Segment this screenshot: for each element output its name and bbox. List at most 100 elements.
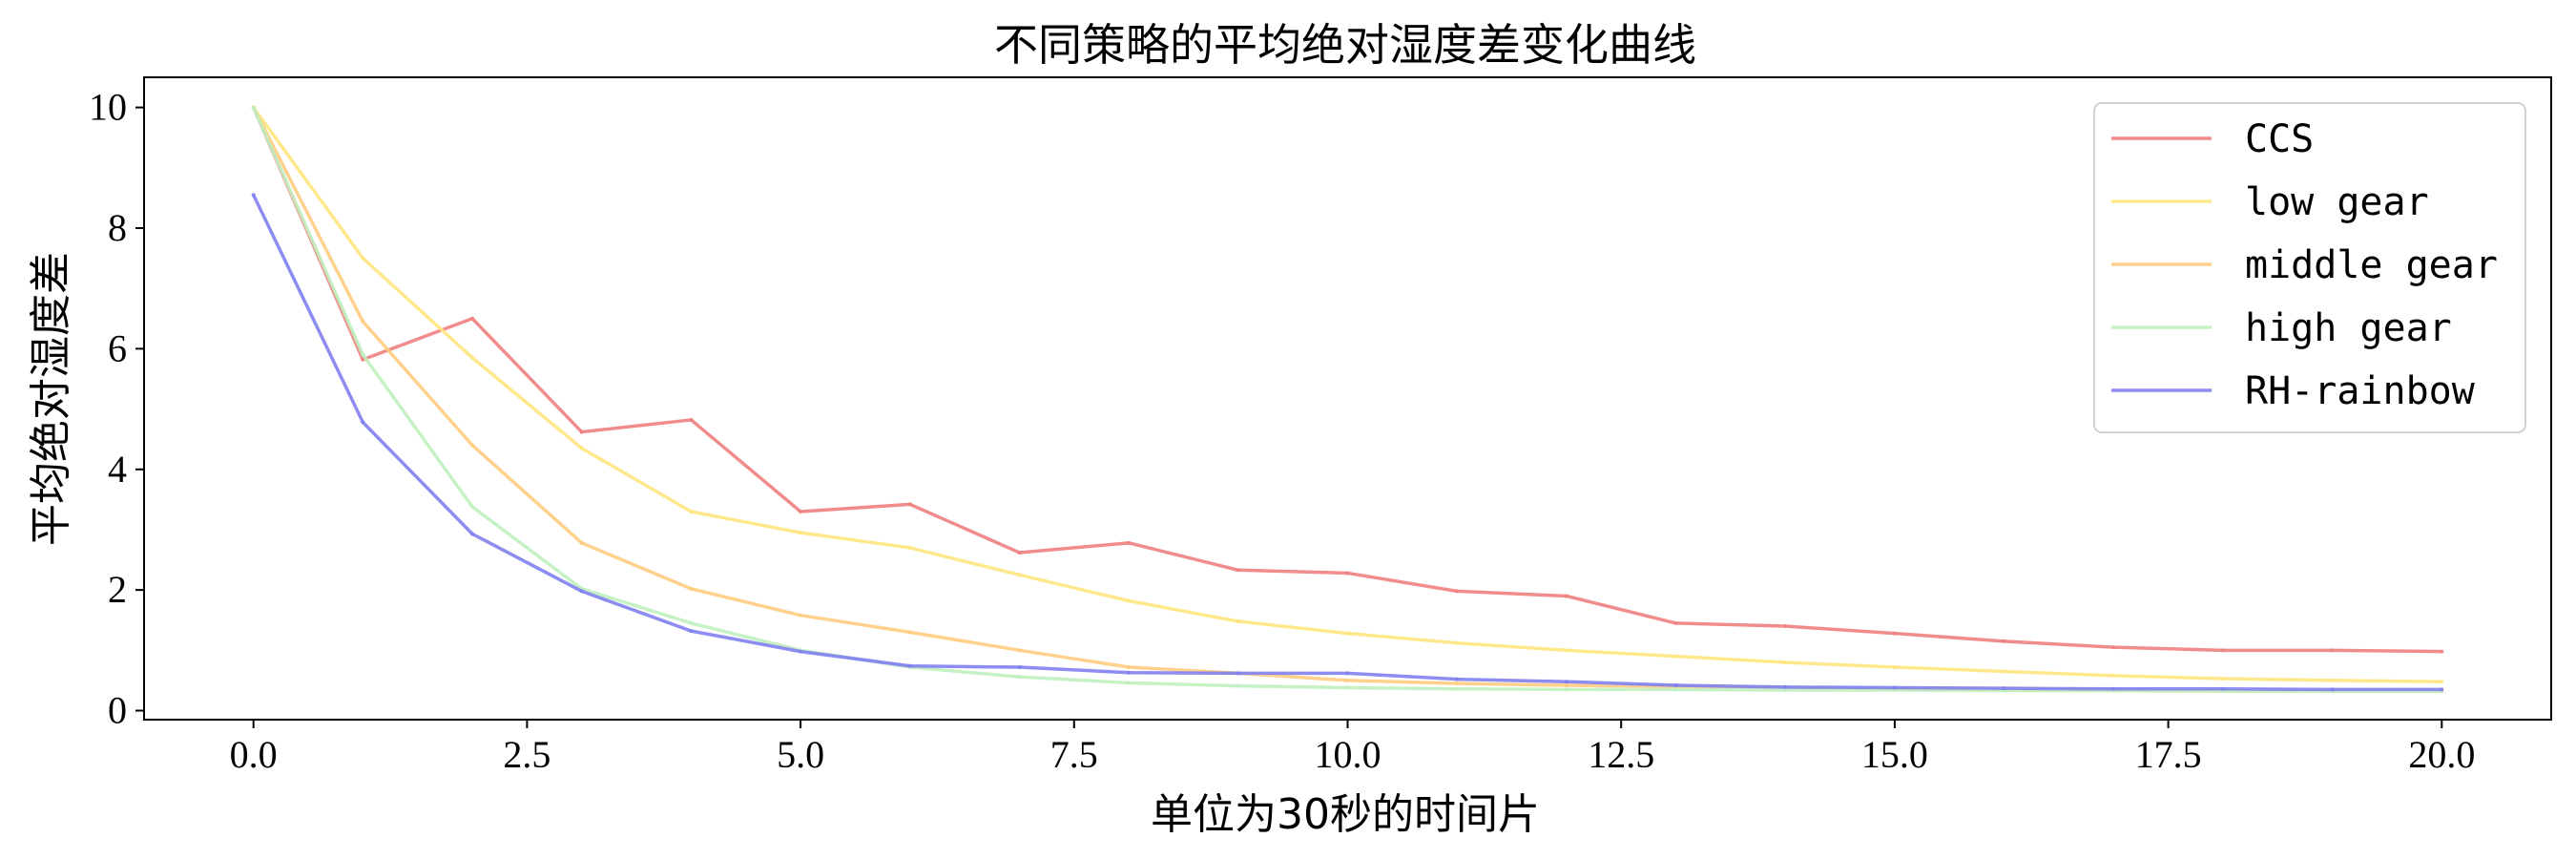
data-point	[799, 613, 803, 618]
data-point	[1783, 688, 1788, 693]
data-point	[470, 504, 475, 509]
data-point	[1455, 640, 1460, 645]
data-point	[1673, 620, 1678, 625]
y-tick-label: 8	[108, 206, 127, 249]
data-point	[2440, 680, 2444, 684]
data-point	[1127, 598, 1132, 603]
x-axis-title: 单位为30秒的时间片	[1151, 790, 1540, 839]
data-point	[1127, 681, 1132, 685]
data-point	[361, 256, 365, 261]
data-point	[2220, 686, 2225, 691]
data-point	[1892, 665, 1897, 670]
series-layer	[251, 105, 2444, 694]
data-point	[1783, 684, 1788, 689]
data-point	[1455, 686, 1460, 691]
data-point	[1892, 685, 1897, 690]
data-point	[1564, 682, 1568, 687]
chart-title: 不同策略的平均绝对湿度差变化曲线	[994, 19, 1696, 71]
data-point	[470, 443, 475, 448]
data-point	[2330, 648, 2335, 653]
data-point	[579, 446, 584, 450]
data-point	[1017, 550, 1022, 555]
data-point	[251, 105, 256, 110]
data-point	[251, 193, 256, 198]
legend-label: high gear	[2245, 306, 2452, 350]
data-point	[1345, 571, 1350, 576]
data-point	[2440, 687, 2444, 692]
data-point	[1017, 665, 1022, 670]
data-point	[1127, 540, 1132, 545]
legend-label: RH-rainbow	[2245, 369, 2476, 413]
data-point	[907, 630, 912, 635]
data-point	[1892, 631, 1897, 636]
x-tick-label: 15.0	[1861, 733, 1928, 776]
data-point	[579, 589, 584, 594]
data-point	[1455, 681, 1460, 686]
data-point	[907, 663, 912, 668]
data-point	[1345, 631, 1350, 636]
data-point	[1455, 589, 1460, 594]
x-axis: 0.0 2.5 5.0 7.5 10.0 12.5 15.0 17.5 20.0	[230, 720, 2475, 776]
data-point	[2111, 686, 2116, 691]
data-point	[689, 509, 694, 513]
x-tick-label: 20.0	[2408, 733, 2475, 776]
x-tick-label: 2.5	[503, 733, 551, 776]
data-point	[579, 540, 584, 545]
y-tick-label: 0	[108, 689, 127, 732]
data-point	[2002, 639, 2006, 643]
data-point	[1564, 680, 1568, 684]
data-point	[1345, 685, 1350, 690]
data-point	[689, 620, 694, 625]
data-point	[2111, 673, 2116, 678]
data-point	[1345, 678, 1350, 682]
data-point	[907, 502, 912, 507]
data-point	[2330, 678, 2335, 682]
x-tick-label: 17.5	[2135, 733, 2202, 776]
data-point	[689, 417, 694, 422]
data-point	[1127, 670, 1132, 675]
data-point	[799, 509, 803, 513]
data-point	[799, 649, 803, 654]
data-point	[1673, 687, 1678, 692]
data-point	[470, 532, 475, 536]
data-point	[1236, 683, 1240, 688]
data-point	[470, 355, 475, 360]
data-point	[2111, 645, 2116, 650]
data-point	[1455, 677, 1460, 681]
x-tick-label: 5.0	[777, 733, 824, 776]
data-point	[2002, 669, 2006, 674]
data-point	[1345, 671, 1350, 676]
data-point	[1236, 671, 1240, 676]
data-point	[1783, 624, 1788, 629]
y-tick-label: 6	[108, 326, 127, 369]
data-point	[689, 586, 694, 591]
legend-label: CCS	[2245, 117, 2314, 161]
data-point	[470, 316, 475, 321]
data-point	[1564, 687, 1568, 692]
y-tick-label: 10	[89, 86, 127, 129]
data-point	[2002, 686, 2006, 691]
data-point	[361, 352, 365, 357]
x-tick-label: 10.0	[1315, 733, 1381, 776]
data-point	[2220, 648, 2225, 653]
data-point	[1017, 573, 1022, 577]
data-point	[907, 545, 912, 550]
data-point	[2440, 649, 2444, 654]
data-point	[1017, 675, 1022, 680]
data-point	[799, 531, 803, 535]
y-axis-title: 平均绝对湿度差	[27, 252, 75, 546]
y-tick-label: 2	[108, 568, 127, 611]
legend: CCS low gear middle gear high gear RH-rainbo…	[2093, 102, 2526, 433]
legend-label: middle gear	[2245, 243, 2498, 287]
data-point	[579, 430, 584, 434]
y-tick-label: 4	[108, 448, 127, 491]
data-point	[1017, 648, 1022, 653]
legend-box	[2093, 102, 2526, 433]
data-point	[2220, 677, 2225, 681]
data-point	[1127, 665, 1132, 670]
data-point	[1673, 682, 1678, 687]
x-tick-label: 12.5	[1588, 733, 1654, 776]
y-axis: 0 2 4 6 8 10	[89, 86, 144, 732]
data-point	[689, 629, 694, 634]
